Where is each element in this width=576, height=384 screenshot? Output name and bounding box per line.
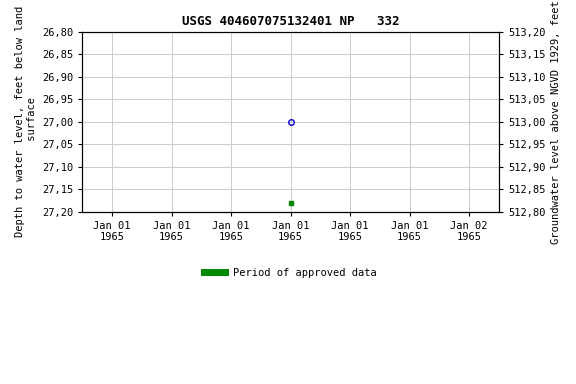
Y-axis label: Groundwater level above NGVD 1929, feet: Groundwater level above NGVD 1929, feet <box>551 0 561 244</box>
Legend: Period of approved data: Period of approved data <box>200 263 381 282</box>
Y-axis label: Depth to water level, feet below land
 surface: Depth to water level, feet below land su… <box>15 6 37 237</box>
Title: USGS 404607075132401 NP   332: USGS 404607075132401 NP 332 <box>182 15 399 28</box>
